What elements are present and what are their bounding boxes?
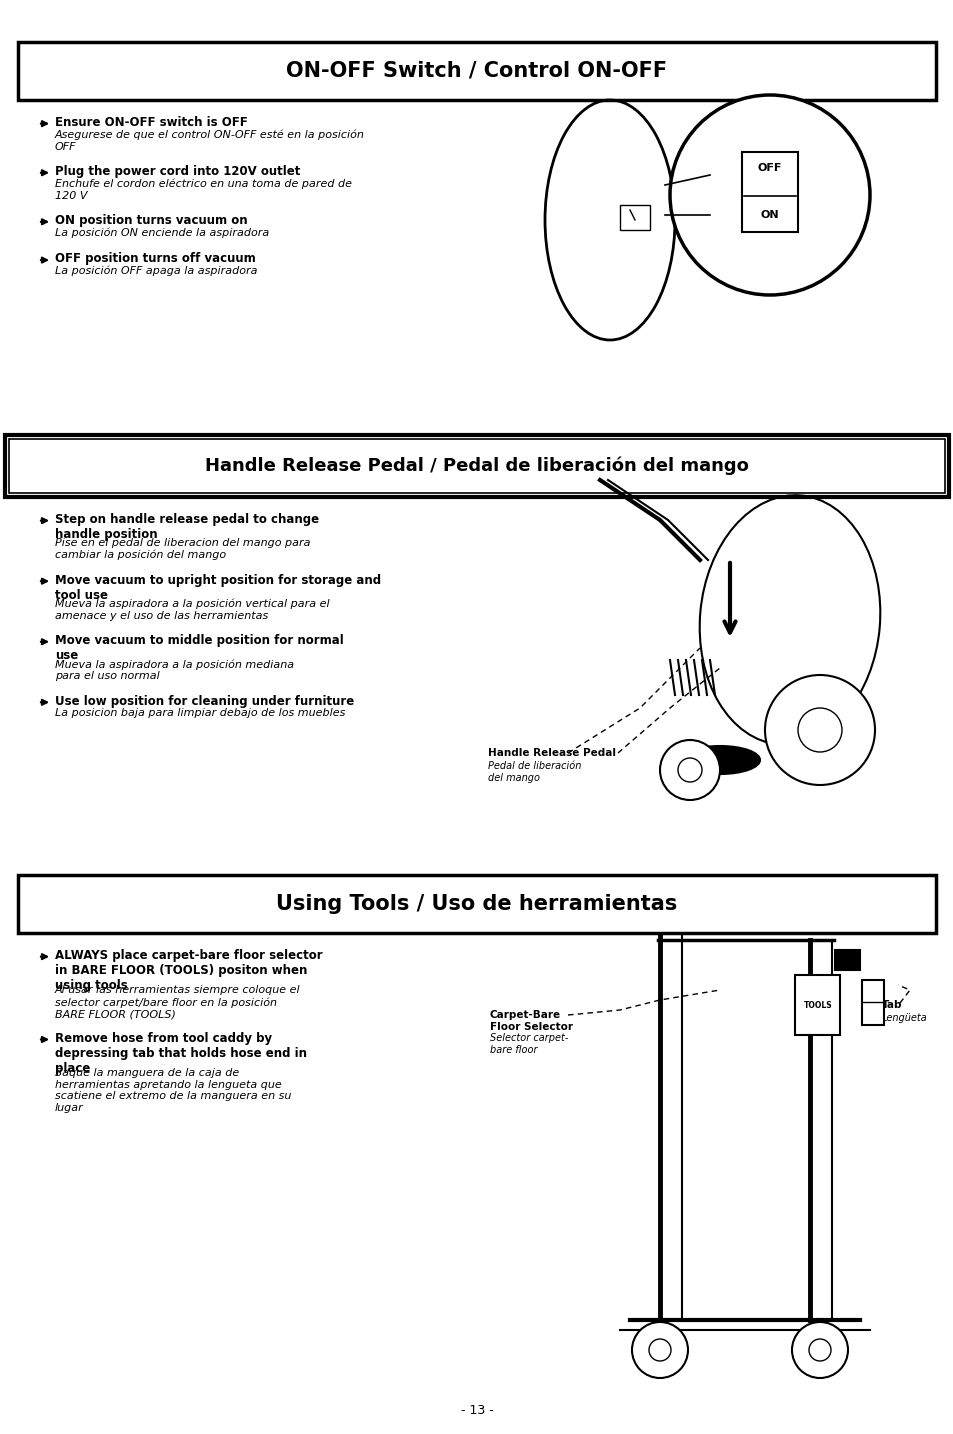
Text: Step on handle release pedal to change
handle position: Step on handle release pedal to change h… xyxy=(55,513,319,541)
Text: Lengüeta: Lengüeta xyxy=(882,1012,926,1022)
Text: La posicion baja para limpiar debajo de los muebles: La posicion baja para limpiar debajo de … xyxy=(55,708,345,718)
Bar xyxy=(619,205,649,229)
Bar xyxy=(741,152,797,232)
Text: ALWAYS place carpet-bare floor selector
in BARE FLOOR (TOOLS) positon when
using: ALWAYS place carpet-bare floor selector … xyxy=(55,949,322,992)
Text: Saque la manguera de la caja de
herramientas apretando la lengueta que
scatiene : Saque la manguera de la caja de herramie… xyxy=(55,1068,291,1113)
Text: Remove hose from tool caddy by
depressing tab that holds hose end in
place: Remove hose from tool caddy by depressin… xyxy=(55,1032,307,1076)
Text: Asegurese de que el control ON-OFF esté en la posición
OFF: Asegurese de que el control ON-OFF esté … xyxy=(55,129,364,152)
Bar xyxy=(18,42,935,100)
Text: Tab: Tab xyxy=(882,999,902,1010)
Bar xyxy=(18,875,935,934)
Text: Mueva la aspiradora a la posición mediana
para el uso normal: Mueva la aspiradora a la posición median… xyxy=(55,660,294,681)
Bar xyxy=(5,435,948,498)
Text: Al usar las herramientas siempre coloque el
selector carpet/bare floor en la pos: Al usar las herramientas siempre coloque… xyxy=(55,985,300,1020)
Bar xyxy=(862,979,883,1025)
Text: Ensure ON-OFF switch is OFF: Ensure ON-OFF switch is OFF xyxy=(55,116,248,129)
Text: Move vacuum to middle position for normal
use: Move vacuum to middle position for norma… xyxy=(55,634,343,663)
Text: Plug the power cord into 120V outlet: Plug the power cord into 120V outlet xyxy=(55,165,300,178)
Text: OFF position turns off vacuum: OFF position turns off vacuum xyxy=(55,252,255,265)
Circle shape xyxy=(669,95,869,295)
Text: - 13 -: - 13 - xyxy=(460,1404,493,1417)
Text: La posición OFF apaga la aspiradora: La posición OFF apaga la aspiradora xyxy=(55,265,257,277)
Bar xyxy=(9,439,944,493)
Circle shape xyxy=(764,675,874,784)
Text: Mueva la aspiradora a la posición vertical para el
amenace y el uso de las herra: Mueva la aspiradora a la posición vertic… xyxy=(55,598,330,621)
Text: Carpet-Bare
Floor Selector: Carpet-Bare Floor Selector xyxy=(490,1010,573,1031)
Text: Use low position for cleaning under furniture: Use low position for cleaning under furn… xyxy=(55,694,354,707)
Text: OFF: OFF xyxy=(757,163,781,174)
Text: Handle Release Pedal / Pedal de liberación del mango: Handle Release Pedal / Pedal de liberaci… xyxy=(205,457,748,475)
Text: ON: ON xyxy=(760,209,779,219)
Text: Enchufe el cordon eléctrico en una toma de pared de
120 V: Enchufe el cordon eléctrico en una toma … xyxy=(55,179,352,201)
Text: Pedal de liberación
del mango: Pedal de liberación del mango xyxy=(488,761,580,783)
Bar xyxy=(794,975,840,1035)
Text: Selector carpet-
bare floor: Selector carpet- bare floor xyxy=(490,1032,568,1054)
Ellipse shape xyxy=(679,746,760,774)
Circle shape xyxy=(631,1322,687,1378)
Text: La posición ON enciende la aspiradora: La posición ON enciende la aspiradora xyxy=(55,228,269,238)
Circle shape xyxy=(791,1322,847,1378)
Circle shape xyxy=(659,740,720,800)
Text: Pise en el pedal de liberacion del mango para
cambiar la posición del mango: Pise en el pedal de liberacion del mango… xyxy=(55,538,310,561)
Text: Handle Release Pedal: Handle Release Pedal xyxy=(488,749,616,759)
Text: Move vacuum to upright position for storage and
tool use: Move vacuum to upright position for stor… xyxy=(55,574,381,601)
Text: TOOLS: TOOLS xyxy=(802,1001,831,1010)
Text: Using Tools / Uso de herramientas: Using Tools / Uso de herramientas xyxy=(276,893,677,913)
Text: ON-OFF Switch / Control ON-OFF: ON-OFF Switch / Control ON-OFF xyxy=(286,62,667,80)
Text: ON position turns vacuum on: ON position turns vacuum on xyxy=(55,214,248,227)
Bar xyxy=(834,949,859,969)
